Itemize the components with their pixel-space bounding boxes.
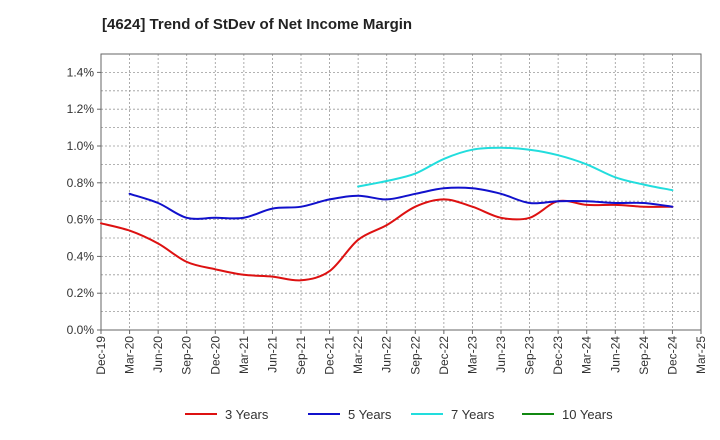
y-tick-label: 1.4% [67,65,95,79]
x-tick-label: Mar-24 [580,336,594,374]
series-lines [100,146,674,282]
y-tick-label: 1.2% [67,102,95,116]
x-tick-label: Jun-21 [265,336,279,373]
y-axis-ticks: 0.0% 0.2% 0.4% 0.6% 0.8% 1.0% 1.2% 1.4% [67,65,101,337]
series-line-2 [128,186,674,220]
x-tick-label: Dec-24 [665,336,679,375]
x-tick-label: Sep-23 [523,336,537,375]
x-tick-label: Jun-20 [151,336,165,373]
x-tick-label: Mar-22 [351,336,365,374]
x-tick-label: Mar-20 [123,336,137,374]
plot-area-background [101,54,701,330]
series-line-1 [100,198,674,282]
x-tick-label: Jun-23 [494,336,508,373]
x-tick-label: Dec-22 [437,336,451,375]
x-tick-label: Dec-19 [94,336,108,375]
plot-area-border [100,53,702,331]
x-tick-label: Mar-23 [465,336,479,374]
x-tick-label: Sep-22 [408,336,422,375]
x-tick-label: Jun-24 [608,336,622,373]
y-tick-label: 0.4% [67,249,95,263]
chart-title: [4624] Trend of StDev of Net Income Marg… [102,16,413,33]
legend-label: 3 Years [225,407,269,422]
y-tick-label: 0.0% [67,323,95,337]
y-tick-label: 0.8% [67,176,95,190]
x-tick-label: Dec-23 [551,336,565,375]
x-tick-label: Mar-25 [694,336,708,374]
x-tick-label: Dec-21 [323,336,337,375]
y-tick-label: 1.0% [67,139,95,153]
legend: 3 Years 5 Years 7 Years 10 Years [185,407,613,422]
x-tick-label: Dec-20 [208,336,222,375]
legend-label: 7 Years [451,407,495,422]
y-tick-label: 0.6% [67,213,95,227]
legend-label: 10 Years [562,407,613,422]
x-axis-ticks: Dec-19 Mar-20 Jun-20 Sep-20 Dec-20 Mar-21 Jun-… [94,330,708,375]
x-tick-label: Sep-24 [637,336,651,375]
x-tick-label: Sep-20 [180,336,194,375]
x-tick-label: Sep-21 [294,336,308,375]
y-tick-label: 0.2% [67,286,95,300]
legend-label: 5 Years [348,407,392,422]
grid-lines [101,54,701,330]
x-tick-label: Mar-21 [237,336,251,374]
x-tick-label: Jun-22 [380,336,394,373]
series-line-3 [357,146,674,192]
